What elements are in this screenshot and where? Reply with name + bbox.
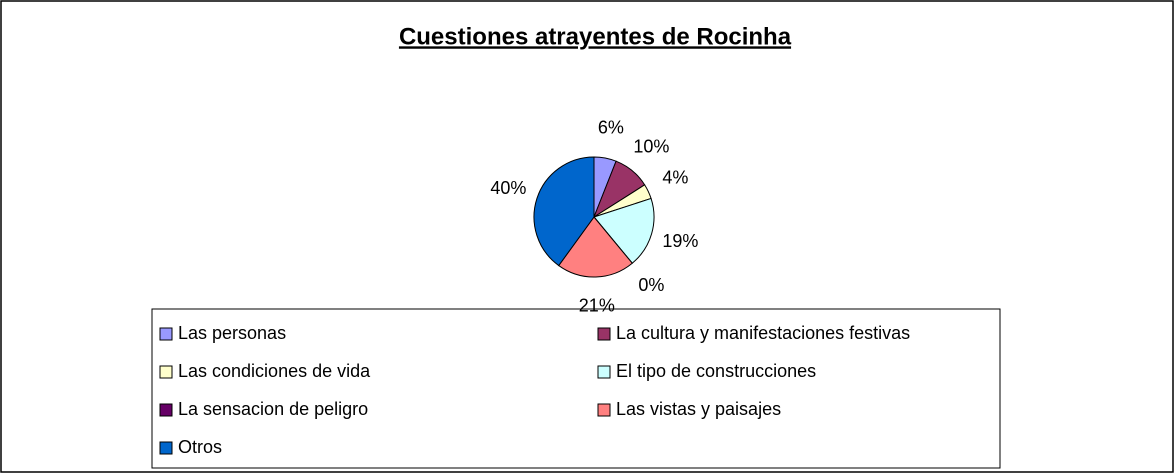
data-label: 0% [638, 275, 664, 295]
legend-swatch [597, 327, 611, 341]
data-label: 40% [490, 178, 526, 198]
legend-label: Otros [178, 437, 222, 457]
pie-slice [558, 216, 633, 278]
legend-swatch [159, 403, 173, 417]
legend-label: Las personas [178, 323, 286, 343]
legend-swatch [159, 441, 173, 455]
data-label: 19% [662, 231, 698, 251]
legend-label: Las condiciones de vida [178, 361, 371, 381]
legend-box [151, 308, 1001, 469]
legend-label: El tipo de construcciones [616, 361, 816, 381]
data-label: 6% [598, 117, 624, 137]
pie-slice [593, 197, 655, 264]
legend-label: La sensacion de peligro [178, 399, 368, 419]
data-label: 21% [579, 296, 615, 316]
legend-label: Las vistas y paisajes [616, 399, 781, 419]
pie-slice [533, 156, 595, 267]
legend-swatch [159, 327, 173, 341]
legend-swatch [159, 365, 173, 379]
data-label: 10% [633, 136, 669, 156]
legend-swatch [597, 403, 611, 417]
chart-title: Cuestiones atrayentes de Rocinha [399, 23, 792, 50]
data-label: 4% [662, 167, 688, 187]
legend-label: La cultura y manifestaciones festivas [616, 323, 910, 343]
legend-swatch [597, 365, 611, 379]
